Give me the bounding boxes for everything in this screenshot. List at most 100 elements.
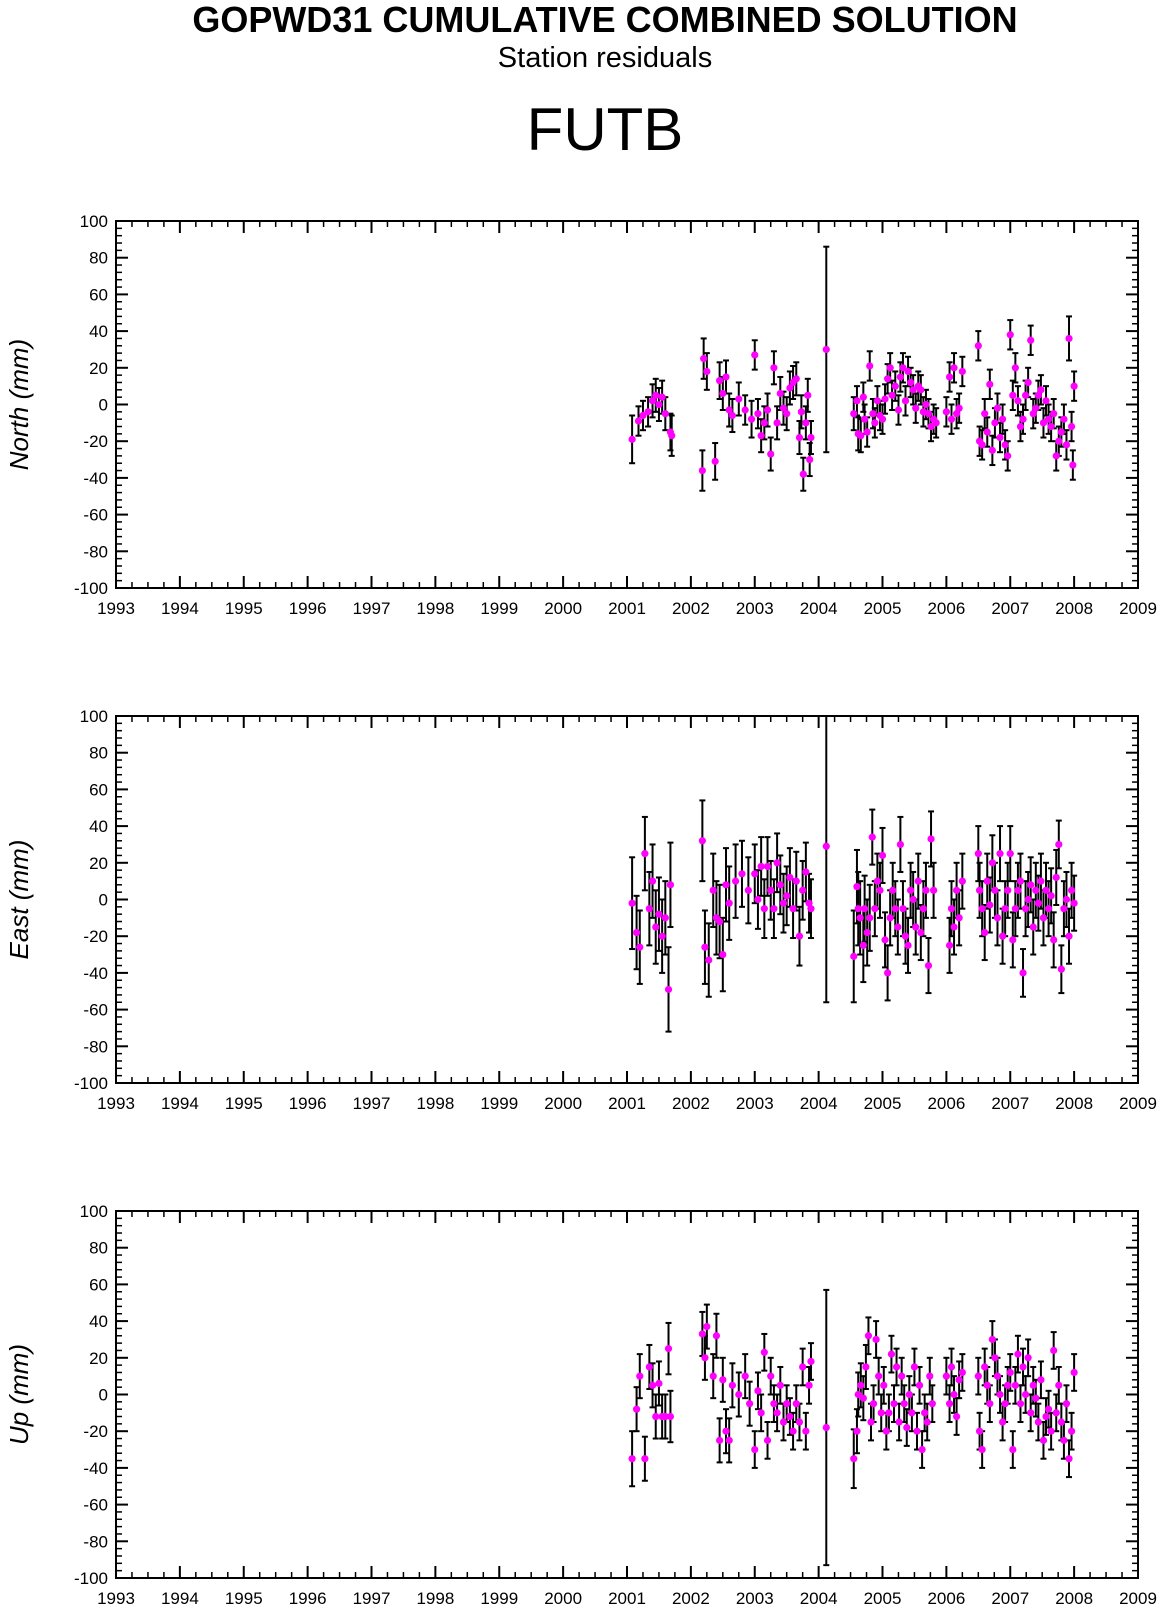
data-point: [978, 905, 986, 913]
data-point: [641, 1455, 649, 1463]
x-tick-label: 1993: [97, 1094, 135, 1113]
data-point: [900, 1400, 908, 1408]
data-point: [886, 364, 894, 372]
data-point: [735, 1390, 743, 1399]
data-point: [767, 886, 775, 894]
data-point: [1050, 1346, 1058, 1355]
data-point: [757, 862, 765, 871]
x-tick-label: 1997: [353, 1589, 391, 1608]
data-point: [899, 364, 907, 372]
data-point: [955, 1376, 963, 1384]
data-point: [751, 351, 759, 359]
data-point: [822, 345, 830, 354]
data-point: [754, 1387, 762, 1395]
data-point: [905, 1390, 913, 1399]
x-tick-label: 1998: [416, 1094, 454, 1113]
data-point: [981, 928, 989, 937]
y-axis-label: Up (mm): [4, 1344, 34, 1445]
data-point: [928, 1400, 936, 1408]
data-point: [996, 433, 1004, 442]
data-point: [705, 956, 713, 964]
data-point: [907, 886, 915, 894]
y-axis-label: North (mm): [4, 339, 34, 470]
data-point: [993, 914, 1002, 922]
data-point: [1057, 1418, 1065, 1426]
data-point: [719, 950, 727, 959]
y-tick-label: 40: [89, 817, 108, 836]
data-point: [668, 432, 676, 440]
data-point: [799, 470, 807, 478]
data-point: [1039, 914, 1048, 922]
data-point: [910, 1363, 919, 1371]
data-point: [1057, 965, 1065, 973]
data-point: [1011, 1381, 1019, 1389]
data-point: [802, 1427, 810, 1435]
data-point: [735, 395, 743, 403]
data-point: [652, 1412, 660, 1421]
data-point: [1062, 895, 1071, 904]
y-tick-label: 0: [99, 1386, 108, 1405]
data-point: [767, 1372, 775, 1380]
data-point: [869, 1400, 878, 1408]
panel-3: 1993 1994 1995 1996 1997 1998 1999 2000 2001 2002…: [4, 1202, 1157, 1608]
data-point: [1067, 886, 1076, 894]
x-tick-label: 1994: [161, 599, 199, 618]
y-tick-label: -100: [74, 1074, 108, 1093]
x-tick-label: 2001: [608, 1094, 646, 1113]
data-point: [652, 391, 660, 399]
y-tick-label: 20: [89, 359, 108, 378]
data-point: [719, 1376, 727, 1384]
data-point: [958, 877, 966, 885]
data-point: [996, 1390, 1004, 1399]
y-tick-label: -100: [74, 579, 108, 598]
x-tick-label: 2004: [800, 599, 838, 618]
data-point: [1060, 905, 1068, 913]
data-point: [988, 446, 996, 454]
data-point: [864, 1332, 873, 1340]
data-point: [896, 373, 904, 381]
y-tick-label: -40: [83, 469, 108, 488]
x-tick-label: 2006: [927, 1589, 965, 1608]
data-point: [878, 851, 887, 860]
data-point: [1019, 969, 1027, 977]
data-point: [1042, 1412, 1050, 1421]
y-tick-label: 20: [89, 1349, 108, 1368]
x-tick-label: 2003: [736, 599, 774, 618]
data-point: [926, 1372, 934, 1380]
data-point: [950, 1390, 958, 1399]
y-tick-label: 60: [89, 285, 108, 304]
data-point: [1047, 1427, 1055, 1435]
data-point: [757, 1409, 765, 1417]
panel-1: 1993 1994 1995 1996 1997 1998 1999 2000 2001 2002…: [4, 212, 1157, 618]
data-point: [919, 905, 927, 913]
data-point: [850, 1455, 858, 1463]
y-axis-label: East (mm): [4, 840, 34, 960]
data-point: [947, 905, 956, 913]
data-point: [648, 877, 657, 885]
data-point: [866, 914, 874, 922]
data-point: [795, 932, 804, 940]
y-tick-label: -80: [83, 1037, 108, 1056]
data-point: [741, 406, 749, 414]
data-point: [945, 373, 954, 381]
data-point: [655, 400, 663, 409]
data-point: [698, 837, 706, 845]
data-point: [891, 905, 899, 913]
x-tick-label: 1994: [161, 1589, 199, 1608]
data-point: [1006, 1368, 1014, 1377]
data-point: [983, 1381, 991, 1389]
x-tick-label: 2005: [864, 599, 902, 618]
data-point: [884, 969, 892, 977]
data-point: [1029, 1381, 1037, 1389]
y-tick-label: 60: [89, 780, 108, 799]
y-tick-label: 60: [89, 1275, 108, 1294]
data-point: [955, 404, 963, 412]
data-point: [991, 419, 999, 427]
data-point: [853, 1427, 861, 1435]
x-tick-label: 1996: [289, 1094, 327, 1113]
x-tick-label: 1999: [480, 599, 518, 618]
data-point: [722, 373, 730, 381]
data-point: [892, 1363, 901, 1371]
data-point: [728, 1381, 736, 1389]
